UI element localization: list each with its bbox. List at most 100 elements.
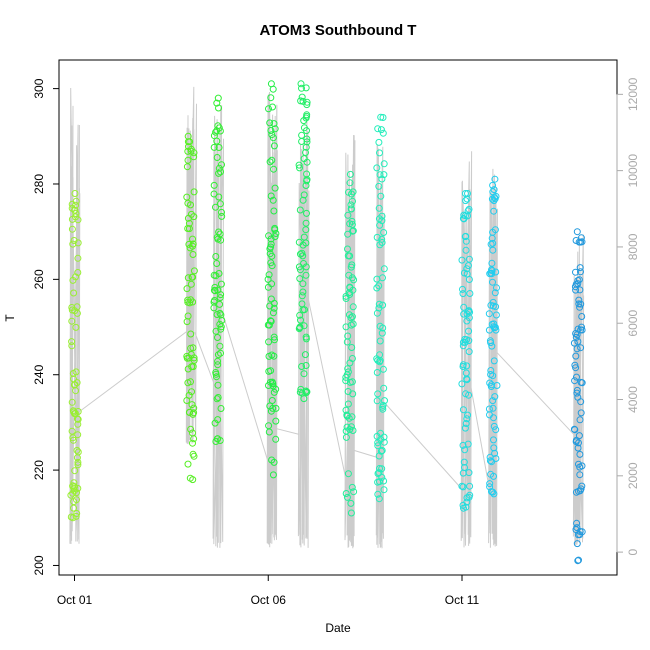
data-point — [303, 111, 311, 119]
data-point — [575, 276, 583, 284]
data-point — [211, 297, 218, 304]
data-point — [216, 320, 224, 328]
data-point — [465, 307, 473, 315]
data-point — [576, 471, 584, 479]
data-point — [272, 417, 280, 425]
data-point — [460, 211, 468, 219]
data-point — [185, 225, 193, 233]
data-point — [486, 480, 494, 488]
data-point — [459, 483, 467, 491]
data-point — [576, 303, 584, 311]
x-tick-label: Oct 06 — [251, 593, 287, 607]
data-point — [218, 208, 225, 216]
data-point — [190, 267, 198, 275]
y-tick-label: 300 — [32, 78, 46, 98]
data-point — [463, 375, 471, 383]
data-point — [214, 286, 222, 294]
data-point — [379, 114, 387, 121]
data-point — [491, 393, 499, 401]
data-point — [72, 323, 80, 331]
data-point — [189, 344, 197, 352]
data-point — [213, 373, 220, 381]
data-point — [184, 132, 192, 140]
data-point — [265, 338, 273, 346]
data-point — [462, 420, 470, 427]
data-point — [210, 181, 218, 189]
data-point — [570, 425, 578, 433]
data-point — [299, 252, 307, 260]
data-point — [216, 342, 224, 350]
data-point — [572, 286, 580, 294]
data-point — [342, 295, 350, 302]
data-point — [378, 465, 386, 473]
data-point — [299, 280, 307, 288]
data-point — [69, 434, 77, 442]
data-point — [213, 311, 221, 318]
data-point — [298, 292, 306, 300]
data-point — [575, 238, 583, 246]
data-point — [189, 251, 197, 258]
data-point — [68, 200, 76, 208]
data-point — [493, 284, 500, 292]
data-point — [214, 351, 222, 359]
data-point — [267, 367, 275, 375]
data-point — [296, 311, 304, 319]
data-point — [300, 124, 308, 132]
data-point — [74, 420, 82, 428]
y-tick-label: 260 — [32, 269, 46, 289]
data-point — [190, 409, 198, 417]
data-point — [344, 470, 352, 478]
data-point — [70, 289, 78, 297]
data-point — [266, 250, 274, 258]
data-point — [378, 175, 386, 183]
data-point — [347, 509, 355, 517]
data-point — [380, 160, 388, 168]
data-point — [295, 238, 303, 246]
data-point — [269, 382, 277, 390]
data-point — [490, 490, 498, 498]
data-point — [345, 414, 353, 422]
data-point — [577, 409, 585, 417]
data-point — [189, 439, 196, 447]
data-point — [185, 143, 192, 151]
data-point — [184, 138, 192, 146]
data-point — [376, 171, 384, 179]
data-point — [374, 490, 382, 498]
data-point — [577, 398, 585, 406]
data-point — [465, 327, 473, 335]
data-point — [374, 442, 382, 450]
data-point — [571, 361, 579, 369]
data-point — [574, 444, 582, 452]
data-point — [573, 373, 580, 381]
data-point — [184, 156, 192, 164]
data-point — [296, 164, 303, 172]
data-point — [576, 286, 584, 294]
data-point — [375, 138, 383, 146]
data-point — [375, 282, 383, 290]
altitude-transit — [353, 449, 377, 458]
data-point — [461, 446, 469, 454]
data-point — [578, 482, 586, 490]
data-point — [71, 467, 79, 475]
data-point — [345, 188, 352, 196]
data-point — [458, 380, 466, 388]
y-axis-label: T — [3, 314, 17, 322]
data-point — [575, 556, 582, 564]
data-point — [464, 212, 471, 220]
chart-title: ATOM3 Southbound T — [260, 22, 417, 39]
data-point — [213, 99, 221, 107]
data-point — [297, 97, 305, 105]
data-point — [297, 80, 305, 88]
data-point — [346, 378, 354, 386]
data-point — [571, 377, 579, 385]
data-point — [214, 361, 222, 369]
data-point — [295, 325, 303, 333]
data-point — [265, 422, 273, 430]
data-point — [218, 317, 226, 324]
data-points — [67, 80, 586, 565]
data-point — [300, 260, 307, 267]
data-point — [217, 280, 225, 288]
y-tick-label-right: 12000 — [626, 77, 640, 111]
data-point — [184, 312, 192, 320]
